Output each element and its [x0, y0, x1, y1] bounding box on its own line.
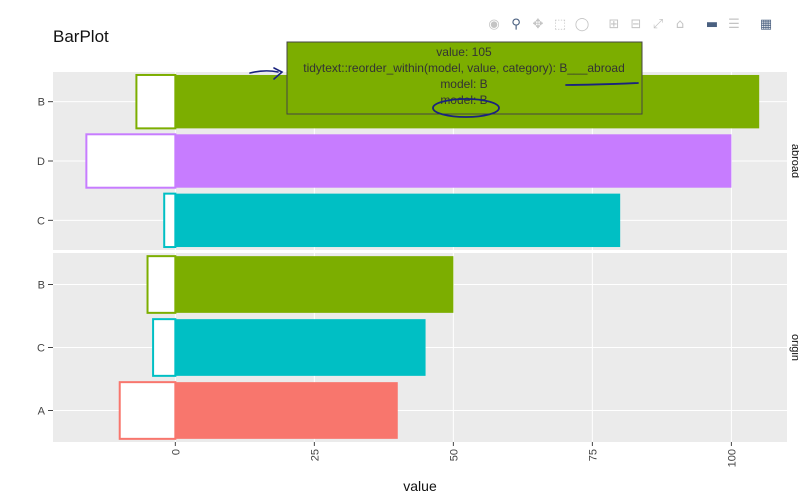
lasso-select-icon[interactable]: ◯ [574, 16, 590, 32]
outline-bar-origin-B[interactable] [146, 255, 177, 314]
annotation-underline [565, 82, 639, 86]
bar-origin-C[interactable] [175, 319, 426, 376]
bar-abroad-D[interactable] [175, 134, 732, 188]
zoom-icon[interactable]: ⚲ [511, 16, 521, 32]
zoom-in-icon[interactable]: ⊞ [608, 16, 620, 32]
outline-bar-abroad-B[interactable] [135, 73, 177, 130]
bar-origin-B[interactable] [175, 256, 454, 313]
outline-bar-origin-C[interactable] [152, 318, 177, 377]
tooltip-line: tidytext::reorder_within(model, value, c… [303, 61, 625, 75]
y-tick-label: B [38, 280, 45, 292]
y-tick-label: B [38, 97, 45, 109]
tooltip-box [286, 41, 643, 115]
y-tick-label: A [38, 406, 46, 418]
x-axis-title: value [403, 478, 437, 494]
handwritten-annotations [249, 67, 639, 118]
hover-compare-icon[interactable]: ☰ [728, 16, 740, 32]
outline-bar-abroad-D[interactable] [85, 133, 177, 189]
tooltip-line: value: 105 [436, 45, 492, 59]
x-tick-label: 75 [587, 449, 599, 461]
annotation-arrowhead [273, 67, 284, 80]
y-tick-label: C [37, 343, 45, 355]
facet-strip-label: abroad [789, 144, 799, 178]
outline-bar-origin-A[interactable] [118, 381, 177, 440]
plotly-logo-icon[interactable]: ▦ [759, 16, 773, 32]
annotation-circle [432, 98, 500, 118]
x-tick-label: 25 [309, 449, 321, 461]
facet-strip-label: origin [789, 334, 799, 361]
x-tick-label: 100 [726, 449, 738, 467]
hover-closest-icon[interactable]: ▬ [705, 16, 719, 32]
x-tick-label: 50 [448, 449, 460, 461]
camera-icon[interactable]: ◉ [488, 16, 500, 32]
autoscale-icon[interactable]: ⤢ [652, 16, 664, 32]
y-tick-label: C [37, 215, 45, 227]
bar-abroad-C[interactable] [175, 193, 621, 248]
tooltip-line: model: B [440, 77, 487, 91]
hover-tooltip: value: 105tidytext::reorder_within(model… [286, 41, 643, 115]
box-select-icon[interactable]: ⬚ [553, 16, 567, 32]
zoom-out-icon[interactable]: ⊟ [630, 16, 642, 32]
bar-origin-A[interactable] [175, 382, 398, 439]
outline-bar-abroad-C[interactable] [163, 192, 177, 249]
y-tick-label: D [37, 156, 45, 168]
modebar: ◉ ⚲ ✥ ⬚ ◯ ⊞ ⊟ ⤢ ⌂ ▬ ☰ ▦ [486, 16, 774, 34]
annotation-arrow [249, 70, 279, 74]
pan-icon[interactable]: ✥ [532, 16, 544, 32]
chart-title: BarPlot [53, 27, 109, 46]
reset-axes-icon[interactable]: ⌂ [675, 16, 685, 32]
x-tick-label: 0 [170, 449, 182, 455]
tooltip-line: model: B [440, 93, 487, 107]
